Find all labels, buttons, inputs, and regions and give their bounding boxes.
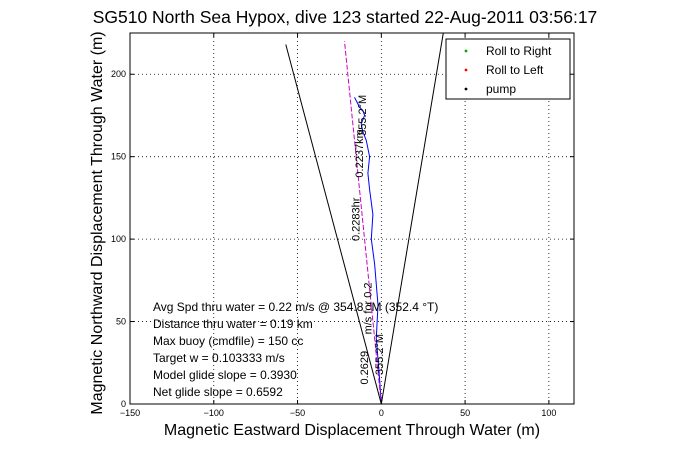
legend-marker-roll-left: [464, 68, 468, 72]
stats-line: Target w = 0.103333 m/s: [153, 351, 285, 365]
label-leg-upper-time: 0.2283hr: [351, 197, 363, 241]
label-leg-upper-heading: 355.2°M: [357, 95, 369, 136]
axis-ticks: −150 −100 −50 0 50 100 0 50 100 150 200: [111, 33, 574, 418]
label-leg-lower-heading: 355.2°M: [374, 334, 386, 375]
stats-line: Distance thru water = 0.19 km: [153, 317, 313, 331]
label-leg-lower-speed: m/s for 0.2: [362, 282, 374, 334]
x-tick-label: −100: [204, 408, 224, 418]
x-tick-label: −150: [120, 408, 140, 418]
x-tick-label: 100: [541, 408, 556, 418]
label-leg-lower-value: 0.2629: [359, 351, 371, 385]
x-tick-label: 0: [379, 408, 384, 418]
stats-line: Max buoy (cmdfile) = 150 cc: [153, 334, 303, 348]
y-axis-label: Magnetic Northward Displacement Through …: [89, 31, 106, 414]
legend-label-roll-right: Roll to Right: [486, 44, 552, 58]
series-layer: [285, 32, 444, 405]
x-tick-label: 50: [460, 408, 470, 418]
stats-line: Net glide slope = 0.6592: [153, 385, 283, 399]
series-track: [354, 97, 382, 405]
chart-title: SG510 North Sea Hypox, dive 123 started …: [93, 7, 598, 27]
x-tick-label: −50: [290, 408, 305, 418]
legend: Roll to Right Roll to Left pump: [445, 38, 571, 100]
y-tick-label: 0: [121, 399, 126, 409]
y-tick-label: 100: [111, 234, 126, 244]
y-tick-label: 150: [111, 152, 126, 162]
series-cone-right: [380, 32, 444, 405]
plot-frame: [129, 32, 575, 405]
legend-marker-roll-right: [464, 49, 468, 53]
series-cone-left: [285, 44, 382, 405]
stats-line: Avg Spd thru water = 0.22 m/s @ 354.8 °M…: [153, 300, 438, 314]
series-heading-line: [344, 41, 382, 405]
legend-label-pump: pump: [486, 82, 516, 96]
x-axis-label: Magnetic Eastward Displacement Through W…: [164, 422, 540, 439]
y-tick-label: 200: [111, 69, 126, 79]
legend-marker-pump: [464, 87, 468, 91]
label-leg-upper-distance: 0.2237km: [354, 129, 366, 177]
stats-line: Model glide slope = 0.3930: [153, 368, 297, 382]
legend-label-roll-left: Roll to Left: [486, 63, 544, 77]
stats-block: Avg Spd thru water = 0.22 m/s @ 354.8 °M…: [153, 300, 438, 399]
y-tick-label: 50: [116, 317, 126, 327]
